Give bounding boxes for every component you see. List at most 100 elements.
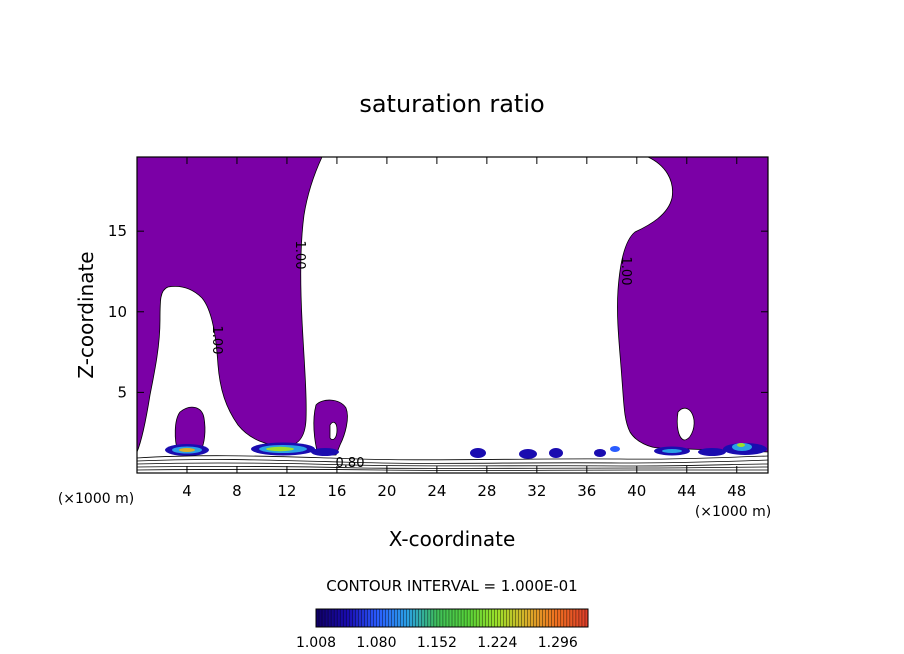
colorbar-swatch [569, 609, 574, 627]
x-tick-label: 16 [327, 482, 346, 500]
colorbar-swatch [521, 609, 525, 627]
colorbar-swatch [334, 609, 338, 627]
colorbar-swatch [355, 609, 359, 627]
colorbar-tick-label: 1.296 [538, 635, 578, 651]
colorbar-swatch [421, 609, 426, 627]
contour-label: 0.80 [336, 456, 365, 471]
colorbar-swatch [358, 609, 362, 627]
colorbar-swatch [370, 609, 374, 627]
colorbar-swatch [515, 609, 519, 627]
y-axis-label: Z-coordinate [74, 251, 98, 378]
colorbar-swatch [409, 609, 414, 627]
contour-label: 1.00 [292, 241, 307, 270]
colorbar-swatch [391, 609, 395, 627]
x-unit-label: (×1000 m) [695, 504, 771, 520]
x-tick-label: 36 [577, 482, 596, 500]
colorbar-swatch [385, 609, 389, 627]
colorbar-swatch [349, 609, 353, 627]
colorbar-swatch [509, 609, 513, 627]
colorbar-swatch [427, 609, 432, 627]
surface-maxima [165, 442, 767, 459]
colorbar-swatch [373, 609, 377, 627]
colorbar-swatch [584, 609, 589, 627]
colorbar-swatch [415, 609, 420, 627]
colorbar-swatch [397, 609, 401, 627]
surface-contours [137, 455, 768, 471]
colorbar-swatch [458, 609, 462, 627]
colorbar-swatch [439, 609, 444, 627]
colorbar-swatch [430, 609, 435, 627]
colorbar-swatch [512, 609, 516, 627]
plot-area [137, 157, 768, 473]
colorbar-swatch [394, 609, 398, 627]
colorbar-swatch [542, 609, 546, 627]
colorbar-swatch [403, 609, 407, 627]
colorbar-swatch [319, 609, 323, 627]
colorbar-swatch [479, 609, 483, 627]
colorbar-swatch [545, 609, 550, 627]
colorbar-swatch [488, 609, 492, 627]
contour-label: 1.00 [618, 257, 633, 286]
colorbar-swatch [527, 609, 531, 627]
colorbar-tick-label: 1.224 [477, 635, 517, 651]
colorbar-swatch [518, 609, 522, 627]
colorbar-swatch [436, 609, 441, 627]
colorbar-swatch [418, 609, 423, 627]
colorbar-swatch [530, 609, 534, 627]
colorbar-swatch [575, 609, 580, 627]
colorbar-swatch [566, 609, 571, 627]
colorbar-swatch [325, 609, 329, 627]
colorbar-swatch [379, 609, 383, 627]
colorbar-swatch [464, 609, 468, 627]
axis-ticks [137, 157, 768, 473]
colorbar-swatch [433, 609, 438, 627]
colorbar-swatch [343, 609, 347, 627]
contour-label: 1.00 [209, 326, 224, 355]
colorbar-swatch [485, 609, 489, 627]
colorbar-tick-label: 1.080 [356, 635, 396, 651]
colorbar-swatch [557, 609, 562, 627]
y-tick-label: 15 [108, 222, 127, 240]
chart-title: saturation ratio [359, 90, 544, 118]
colorbar-swatch [452, 609, 456, 627]
x-tick-label: 28 [477, 482, 496, 500]
colorbar-swatch [482, 609, 486, 627]
colorbar-swatch [352, 609, 356, 627]
colorbar-swatch [533, 609, 537, 627]
colorbar-swatch [316, 609, 320, 627]
x-tick-label: 24 [427, 482, 446, 500]
colorbar-swatch [548, 609, 553, 627]
colorbar-swatch [539, 609, 543, 627]
contour-labels: 1.00 1.00 1.00 0.80 [209, 241, 633, 471]
x-tick-label: 48 [727, 482, 746, 500]
colorbar-swatch [467, 609, 471, 627]
x-tick-label: 8 [232, 482, 242, 500]
colorbar-swatch [337, 609, 341, 627]
colorbar-swatch [388, 609, 392, 627]
colorbar-swatch [563, 609, 568, 627]
y-tick-label: 5 [117, 383, 127, 401]
y-unit-label: (×1000 m) [58, 491, 134, 507]
colorbar-swatch [406, 609, 410, 627]
colorbar-swatch [445, 609, 450, 627]
colorbar-tick-label: 1.008 [296, 635, 336, 651]
colorbar-swatch [536, 609, 540, 627]
x-tick-label: 44 [677, 482, 696, 500]
colorbar-swatch [400, 609, 404, 627]
colorbar-swatch [524, 609, 528, 627]
colorbar-swatch [455, 609, 459, 627]
contour-interval-text: CONTOUR INTERVAL = 1.000E-01 [326, 577, 577, 595]
colorbar-swatch [581, 609, 586, 627]
x-tick-label: 32 [527, 482, 546, 500]
colorbar-swatch [551, 609, 556, 627]
colorbar-swatch [412, 609, 417, 627]
x-tick-label: 40 [627, 482, 646, 500]
colorbar-swatch [473, 609, 477, 627]
y-tick-label: 10 [108, 303, 127, 321]
colorbar-labels: 1.008 1.080 1.152 1.224 1.296 [296, 635, 578, 651]
colorbar-swatch [494, 609, 498, 627]
x-tick-label: 12 [277, 482, 296, 500]
x-axis-label: X-coordinate [389, 527, 516, 551]
